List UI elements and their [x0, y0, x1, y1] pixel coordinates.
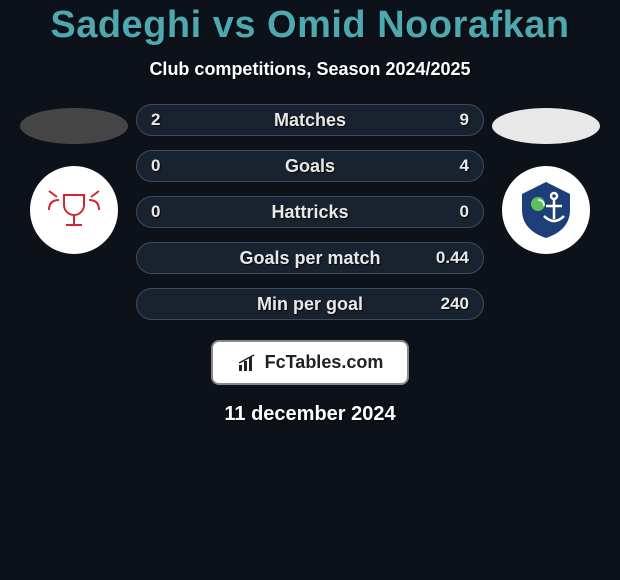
- left-player-col: [12, 104, 136, 254]
- stat-row-goals: 0 Goals 4: [136, 150, 484, 182]
- right-player-col: [484, 104, 608, 254]
- stat-left-value: 2: [151, 110, 160, 130]
- stat-right-value: 9: [460, 110, 469, 130]
- page-title: Sadeghi vs Omid Noorafkan: [0, 4, 620, 47]
- stat-row-hattricks: 0 Hattricks 0: [136, 196, 484, 228]
- stat-label: Hattricks: [271, 202, 348, 223]
- trophy-icon: [39, 175, 109, 245]
- stat-row-matches: 2 Matches 9: [136, 104, 484, 136]
- brand-box[interactable]: FcTables.com: [211, 340, 410, 385]
- stat-right-value: 0.44: [436, 248, 469, 268]
- footer-date: 11 december 2024: [0, 403, 620, 426]
- subtitle: Club competitions, Season 2024/2025: [0, 59, 620, 80]
- stat-left-value: 0: [151, 202, 160, 222]
- stat-left-value: 0: [151, 156, 160, 176]
- stat-label: Goals per match: [239, 248, 380, 269]
- stat-label: Goals: [285, 156, 335, 177]
- stat-row-mpg: Min per goal 240: [136, 288, 484, 320]
- stat-right-value: 240: [441, 294, 469, 314]
- stat-label: Matches: [274, 110, 346, 131]
- stat-label: Min per goal: [257, 294, 363, 315]
- stat-right-value: 4: [460, 156, 469, 176]
- anchor-crest-icon: [514, 178, 578, 242]
- stat-row-gpm: Goals per match 0.44: [136, 242, 484, 274]
- right-club-badge: [502, 166, 590, 254]
- brand-label: FcTables.com: [265, 352, 384, 373]
- stats-column: 2 Matches 9 0 Goals 4 0 Hattricks 0 Goal…: [136, 104, 484, 320]
- bars-icon: [237, 353, 257, 373]
- stat-right-value: 0: [460, 202, 469, 222]
- right-player-marker: [492, 108, 600, 144]
- left-club-badge: [30, 166, 118, 254]
- comparison-row: 2 Matches 9 0 Goals 4 0 Hattricks 0 Goal…: [0, 104, 620, 320]
- left-player-marker: [20, 108, 128, 144]
